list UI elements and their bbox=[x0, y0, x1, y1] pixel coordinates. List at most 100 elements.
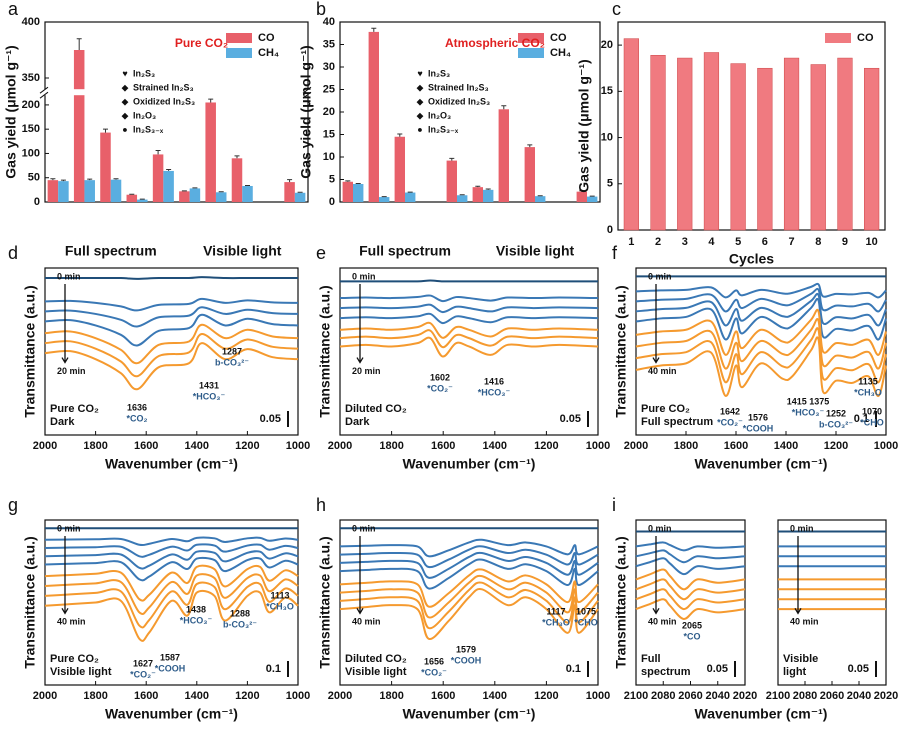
spectrum-line bbox=[339, 568, 599, 608]
axes-frame bbox=[44, 267, 299, 436]
x-tick-label: 1600 bbox=[134, 690, 158, 702]
y-axis-label: Transmittance (a.u.) bbox=[613, 285, 629, 417]
scale-bar-label: 0.05 bbox=[707, 663, 728, 675]
peak-label: 1287 bbox=[222, 346, 242, 356]
x-tick-label: 2000 bbox=[328, 690, 352, 702]
peak-label: *CH₃O bbox=[854, 387, 882, 397]
x-tick-label: 10 bbox=[866, 236, 878, 248]
x-tick-label: 2000 bbox=[33, 440, 57, 452]
time-arrow bbox=[61, 284, 69, 364]
y-tick-label: 5 bbox=[607, 178, 613, 190]
y-tick-label: 400 bbox=[22, 16, 40, 28]
condition-label: Full bbox=[641, 653, 661, 665]
bar bbox=[864, 67, 880, 231]
marker-label: In₂O₃ bbox=[428, 110, 451, 120]
time-label: 40 min bbox=[648, 366, 677, 376]
spectrum-line bbox=[339, 336, 599, 358]
peak-label: *HCO₃⁻ bbox=[180, 615, 213, 625]
spectrum-line bbox=[339, 551, 599, 579]
bar bbox=[457, 195, 468, 202]
marker-symbol: ◆ bbox=[122, 82, 129, 92]
x-tick-label: 1800 bbox=[674, 440, 698, 452]
spectrum-line bbox=[635, 308, 887, 356]
peak-label: *CO₂⁻ bbox=[421, 667, 447, 677]
condition-label: Visible bbox=[783, 653, 818, 665]
bar bbox=[152, 154, 164, 202]
bar bbox=[783, 57, 800, 231]
marker-symbol: ♥ bbox=[417, 68, 422, 78]
peak-label: 1135 bbox=[858, 376, 878, 386]
spectrum-line bbox=[635, 292, 887, 327]
spectrum-line bbox=[44, 342, 299, 391]
spectrum-line bbox=[44, 332, 299, 378]
error-bar bbox=[485, 188, 491, 190]
spectrum-line bbox=[44, 536, 299, 547]
x-tick-label: 1800 bbox=[83, 440, 107, 452]
scale-bar-label: 0.1 bbox=[854, 413, 869, 425]
peak-label: 2065 bbox=[682, 620, 702, 630]
x-tick-label: 1600 bbox=[431, 690, 455, 702]
marker-symbol: ◆ bbox=[417, 110, 424, 120]
x-tick-label: 1200 bbox=[235, 690, 259, 702]
error-bar bbox=[50, 178, 56, 181]
x-axis-label: Wavenumber (cm⁻¹) bbox=[695, 456, 828, 472]
bar bbox=[242, 185, 253, 202]
peak-label: 1576 bbox=[748, 412, 768, 422]
x-tick-label: 1200 bbox=[235, 440, 259, 452]
scale-bar-label: 0.05 bbox=[260, 413, 281, 425]
x-axis-label: Wavenumber (cm⁻¹) bbox=[695, 706, 828, 722]
time-label: 40 min bbox=[790, 617, 819, 627]
y-tick-label: 150 bbox=[22, 123, 40, 135]
legend-label: CO bbox=[550, 32, 567, 44]
bar bbox=[498, 109, 509, 202]
peak-label: 1602 bbox=[430, 372, 450, 382]
bar bbox=[757, 67, 773, 231]
bar bbox=[730, 63, 746, 231]
spectrum-line bbox=[339, 303, 599, 314]
x-tick-label: 4 bbox=[708, 236, 715, 248]
x-axis-label: Wavenumber (cm⁻¹) bbox=[403, 456, 536, 472]
x-axis-label: Cycles bbox=[729, 251, 774, 267]
time-label: 20 min bbox=[57, 366, 86, 376]
peak-label: *COOH bbox=[451, 655, 482, 665]
marker-label: Oxidized In₂S₃ bbox=[133, 96, 195, 106]
x-tick-label: 1000 bbox=[874, 440, 898, 452]
bar bbox=[205, 102, 216, 202]
bar bbox=[179, 191, 190, 202]
panel-label: f bbox=[612, 243, 618, 263]
x-tick-label: 1800 bbox=[379, 440, 403, 452]
bar bbox=[446, 160, 457, 202]
legend-swatch bbox=[825, 33, 851, 43]
spectrum-line bbox=[339, 279, 598, 283]
peak-label: 1438 bbox=[186, 604, 206, 614]
bar bbox=[650, 55, 666, 231]
x-tick-label: 2040 bbox=[847, 690, 871, 702]
bar bbox=[100, 132, 111, 202]
y-tick-label: 25 bbox=[323, 83, 335, 95]
x-tick-label: 2000 bbox=[624, 440, 648, 452]
spectrum-line bbox=[635, 282, 887, 299]
legend-label: CO bbox=[258, 32, 275, 44]
time-label: 40 min bbox=[648, 617, 677, 627]
bar bbox=[47, 180, 59, 202]
time-arrow bbox=[794, 536, 802, 615]
spectrum-line bbox=[635, 287, 887, 313]
x-tick-label: 1400 bbox=[185, 690, 209, 702]
peak-label: b-CO₃²⁻ bbox=[819, 419, 853, 429]
condition-label: Visible light bbox=[345, 666, 407, 678]
x-axis-label: Wavenumber (cm⁻¹) bbox=[105, 706, 238, 722]
time-arrow bbox=[356, 536, 364, 615]
bar bbox=[472, 187, 483, 202]
y-tick-label: 50 bbox=[28, 172, 40, 184]
condition-label: Pure CO₂ bbox=[641, 403, 690, 415]
error-bar bbox=[60, 179, 66, 182]
error-bar bbox=[87, 178, 93, 181]
condition-label: Visible light bbox=[50, 666, 112, 678]
peak-label: *HCO₃⁻ bbox=[478, 387, 511, 397]
axis-break-gap bbox=[39, 89, 314, 96]
bar bbox=[623, 38, 639, 231]
x-tick-label: 2100 bbox=[766, 690, 790, 702]
x-tick-label: 1800 bbox=[83, 690, 107, 702]
scale-bar-label: 0.1 bbox=[566, 663, 581, 675]
y-tick-label: 200 bbox=[22, 99, 40, 111]
